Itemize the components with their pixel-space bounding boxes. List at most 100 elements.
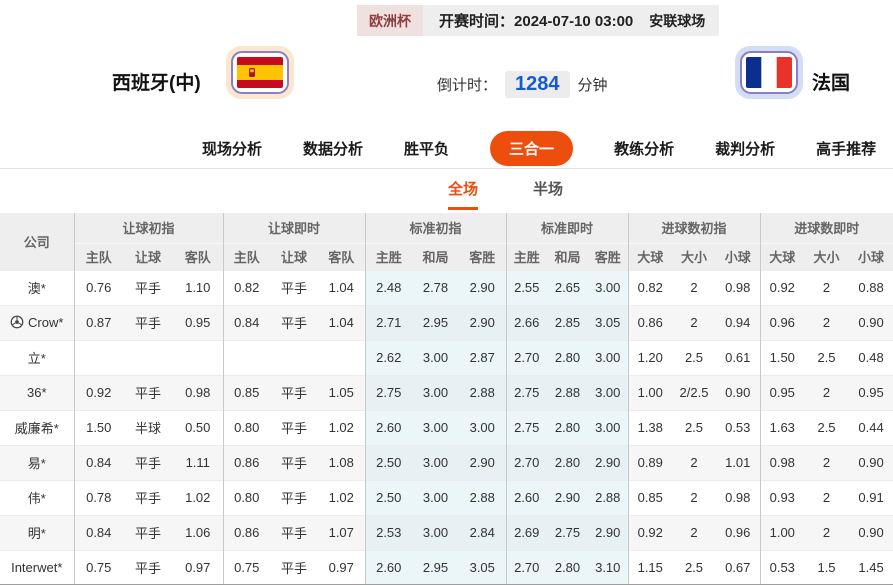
odds-cell: 平手 bbox=[123, 444, 173, 480]
odds-cell bbox=[123, 339, 173, 375]
company-cell[interactable]: 澳* bbox=[0, 269, 74, 305]
odds-cell: 2.80 bbox=[547, 549, 588, 585]
odds-cell: 0.90 bbox=[849, 514, 893, 550]
odds-cell: 3.00 bbox=[412, 374, 459, 410]
odds-cell: 0.78 bbox=[73, 479, 123, 515]
odds-cell: 0.95 bbox=[173, 304, 223, 340]
odds-cell: 1.50 bbox=[73, 409, 123, 445]
odds-cell: 0.96 bbox=[759, 304, 805, 340]
company-name: 明* bbox=[27, 526, 46, 541]
odds-cell: 0.92 bbox=[759, 269, 805, 305]
odds-cell: 2.70 bbox=[505, 444, 547, 480]
odds-cell: 2 bbox=[804, 304, 850, 340]
nav-tab-2[interactable]: 胜平负 bbox=[404, 140, 450, 158]
odds-cell: 0.88 bbox=[849, 269, 893, 305]
odds-cell: 3.00 bbox=[412, 514, 459, 550]
sub-header: 主队 bbox=[73, 242, 123, 270]
odds-cell: 1.00 bbox=[759, 514, 805, 550]
odds-cell: 平手 bbox=[270, 444, 318, 480]
spain-flag-icon bbox=[237, 57, 283, 88]
odds-cell: 2.60 bbox=[505, 479, 547, 515]
odds-cell: 平手 bbox=[270, 304, 318, 340]
odds-cell: 2.90 bbox=[459, 269, 506, 305]
sub-header: 让球 bbox=[270, 242, 318, 270]
company-name: 36* bbox=[26, 385, 47, 400]
table-row: 明* 0.84 平手 1.06 0.86 平手 1.07 2.53 3.00 2.84 2.69 2.… bbox=[0, 514, 893, 550]
odds-cell: 0.96 bbox=[716, 514, 761, 550]
countdown-value: 1284 bbox=[505, 71, 570, 98]
sub-header: 客队 bbox=[318, 242, 365, 270]
company-cell[interactable]: 伟* bbox=[0, 479, 74, 515]
table-row: Interwet* 0.75 平手 0.97 0.75 平手 0.97 2.60 2.95 3.0… bbox=[0, 549, 893, 585]
odds-cell: 2.50 bbox=[364, 479, 412, 515]
odds-cell: 2.75 bbox=[547, 514, 588, 550]
company-cell[interactable]: Crow* bbox=[0, 304, 74, 340]
sub-header: 客胜 bbox=[459, 242, 506, 270]
nav-tab-3[interactable]: 三合一 bbox=[490, 130, 574, 166]
nav-tab-6[interactable]: 高手推荐 bbox=[816, 140, 877, 158]
odds-cell: 平手 bbox=[270, 479, 318, 515]
nav-tab-0[interactable]: 现场分析 bbox=[202, 140, 263, 158]
odds-cell: 3.00 bbox=[588, 339, 628, 375]
odds-cell: 0.86 bbox=[222, 514, 270, 550]
table-row: 立* 2.62 3.00 2.87 2.70 2.80 3.00 1.20 2.5 0.61 1.5… bbox=[0, 339, 893, 375]
odds-cell: 2 bbox=[672, 514, 716, 550]
company-cell[interactable]: 36* bbox=[0, 374, 74, 410]
odds-cell: 1.63 bbox=[759, 409, 805, 445]
odds-cell: 2.60 bbox=[364, 409, 412, 445]
company-cell[interactable]: 立* bbox=[0, 339, 74, 375]
odds-table-body: 澳* 0.76 平手 1.10 0.82 平手 1.04 2.48 2.78 2.90 2.55 2.… bbox=[0, 269, 893, 585]
odds-cell: 2.88 bbox=[588, 479, 628, 515]
company-cell[interactable]: 明* bbox=[0, 514, 74, 550]
away-team-flag bbox=[735, 46, 803, 99]
odds-cell bbox=[318, 339, 365, 375]
nav-tab-1[interactable]: 数据分析 bbox=[303, 140, 364, 158]
company-name: Interwet* bbox=[11, 559, 63, 575]
odds-cell: 0.95 bbox=[849, 374, 893, 410]
subtab-1[interactable]: 半场 bbox=[533, 181, 564, 198]
odds-cell: 2.69 bbox=[505, 514, 547, 550]
group-header: 进球数即时 bbox=[759, 213, 893, 243]
odds-cell: 3.10 bbox=[588, 549, 628, 585]
odds-cell: 0.76 bbox=[73, 269, 123, 305]
header-groups-row: 公司 让球初指 让球即时 标准初指 标准即时 进球数初指 进球数即时 bbox=[0, 213, 893, 270]
odds-cell: 2/2.5 bbox=[672, 374, 716, 410]
odds-cell: 3.00 bbox=[412, 409, 459, 445]
odds-cell: 0.98 bbox=[716, 269, 761, 305]
odds-cell: 2.5 bbox=[672, 549, 716, 585]
odds-cell: 2.50 bbox=[364, 444, 412, 480]
nav-tab-5[interactable]: 裁判分析 bbox=[715, 140, 776, 158]
company-cell[interactable]: 威廉希* bbox=[0, 409, 74, 445]
subtab-0[interactable]: 全场 bbox=[448, 178, 479, 210]
odds-cell: 0.82 bbox=[627, 269, 672, 305]
sub-header: 小球 bbox=[716, 242, 761, 270]
odds-cell: 1.20 bbox=[627, 339, 672, 375]
odds-cell: 2.84 bbox=[459, 514, 506, 550]
odds-cell: 2.90 bbox=[459, 444, 506, 480]
odds-cell: 0.91 bbox=[849, 479, 893, 515]
odds-cell: 半球 bbox=[123, 409, 173, 445]
odds-cell: 2.95 bbox=[412, 549, 459, 585]
odds-cell: 3.00 bbox=[459, 409, 506, 445]
odds-cell: 2.75 bbox=[505, 409, 547, 445]
company-cell[interactable]: 易* bbox=[0, 444, 74, 480]
odds-cell: 0.80 bbox=[222, 479, 270, 515]
odds-cell: 1.50 bbox=[759, 339, 805, 375]
odds-cell: 平手 bbox=[270, 514, 318, 550]
sub-header: 小球 bbox=[849, 242, 893, 270]
odds-cell: 2.90 bbox=[588, 514, 628, 550]
company-cell[interactable]: Interwet* bbox=[0, 549, 74, 585]
odds-table: 公司 让球初指 让球即时 标准初指 标准即时 进球数初指 进球数即时 主队 让球 客队 主队 让球客… bbox=[0, 213, 893, 585]
odds-cell: 0.89 bbox=[627, 444, 672, 480]
odds-cell: 0.95 bbox=[759, 374, 805, 410]
odds-cell: 2.78 bbox=[412, 269, 459, 305]
odds-cell: 2.75 bbox=[364, 374, 412, 410]
nav-tab-4[interactable]: 教练分析 bbox=[614, 140, 675, 158]
odds-cell: 1.02 bbox=[318, 479, 365, 515]
odds-cell bbox=[173, 339, 223, 375]
home-team-name: 西班牙(中) bbox=[112, 73, 201, 94]
odds-cell: 2.88 bbox=[459, 479, 506, 515]
sub-header: 主胜 bbox=[505, 242, 547, 270]
odds-cell: 2 bbox=[672, 304, 716, 340]
odds-cell: 1.15 bbox=[627, 549, 672, 585]
